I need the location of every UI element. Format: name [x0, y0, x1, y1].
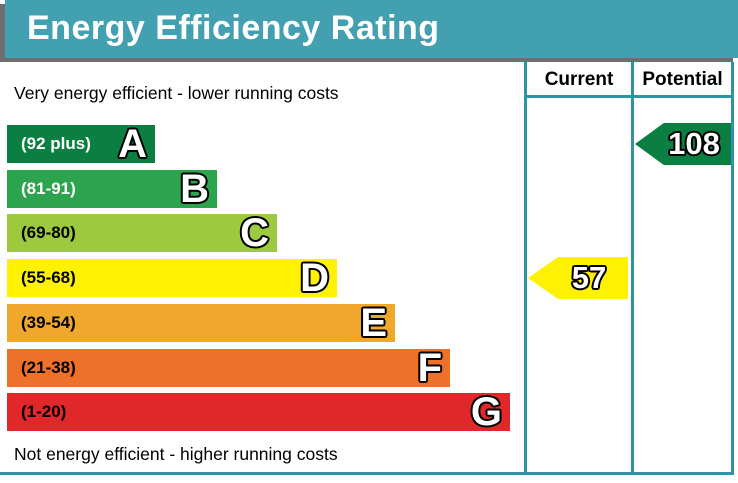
band-c: (69-80) C	[7, 211, 277, 255]
potential-rating-value: 108	[668, 126, 720, 161]
band-f: (21-38) F	[7, 346, 450, 390]
bottom-border	[0, 472, 734, 475]
band-d-range: (55-68)	[21, 268, 76, 287]
potential-column-header: Potential	[642, 69, 723, 90]
band-a: (92 plus) A	[7, 122, 155, 166]
current-column-header: Current	[544, 69, 614, 90]
band-c-range: (69-80)	[21, 223, 76, 242]
band-b-letter: B	[180, 167, 209, 211]
band-e: (39-54) E	[7, 301, 395, 345]
band-e-range: (39-54)	[21, 313, 76, 332]
band-g-letter: G	[470, 390, 502, 434]
band-a-range: (92 plus)	[21, 134, 91, 153]
current-rating-value: 57	[571, 260, 607, 295]
band-d-letter: D	[300, 256, 329, 300]
column-divider-middle	[631, 62, 634, 475]
band-b: (81-91) B	[7, 167, 217, 211]
potential-rating-arrow: 108	[635, 123, 731, 165]
band-g: (1-20) G	[7, 390, 510, 434]
band-c-letter: C	[240, 211, 269, 255]
column-divider-left	[524, 62, 527, 475]
caption-not-efficient: Not energy efficient - higher running co…	[14, 444, 338, 464]
title-bar: Energy Efficiency Rating	[5, 0, 738, 58]
page-title: Energy Efficiency Rating	[27, 9, 440, 47]
band-b-range: (81-91)	[21, 179, 76, 198]
caption-very-efficient: Very energy efficient - lower running co…	[14, 83, 339, 103]
band-f-letter: F	[417, 346, 442, 390]
band-d: (55-68) D	[7, 256, 337, 300]
band-f-range: (21-38)	[21, 358, 76, 377]
current-rating-arrow: 57	[528, 257, 628, 299]
column-divider-right	[731, 62, 734, 475]
band-g-range: (1-20)	[21, 402, 67, 421]
header-underline	[524, 95, 734, 98]
band-e-letter: E	[360, 301, 387, 345]
band-a-letter: A	[118, 122, 147, 166]
